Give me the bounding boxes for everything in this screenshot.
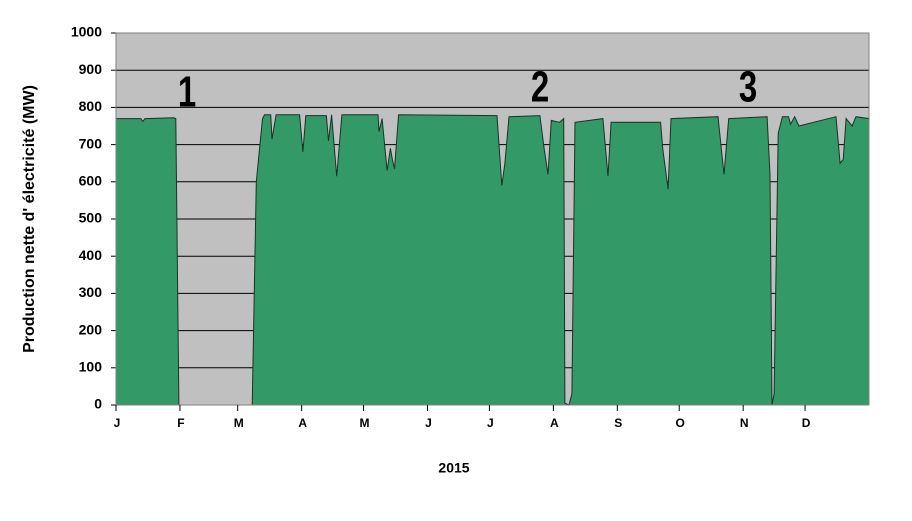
- y-tick-label: 200: [79, 321, 103, 337]
- y-tick-label: 1000: [71, 24, 102, 40]
- annotation: 1: [178, 68, 196, 117]
- x-tick-label: O: [676, 416, 685, 430]
- y-tick-label: 100: [79, 359, 103, 375]
- x-tick-label: F: [177, 416, 184, 430]
- x-tick-label: S: [614, 416, 622, 430]
- y-tick-label: 500: [79, 210, 103, 226]
- y-tick-label: 800: [79, 98, 103, 114]
- x-tick-label: A: [298, 416, 307, 430]
- area: [115, 114, 870, 406]
- y-tick-label: 900: [79, 61, 103, 77]
- y-tick-label: 300: [79, 284, 103, 300]
- annotation: 3: [739, 63, 757, 112]
- x-tick-label: A: [550, 416, 559, 430]
- annotation: 2: [531, 63, 549, 112]
- x-tick-label: M: [360, 416, 370, 430]
- y-tick-label: 600: [79, 173, 103, 189]
- x-tick-label: J: [114, 416, 121, 430]
- x-tick-label: D: [802, 416, 811, 430]
- y-axis-label: Production nette d' électricité (MW): [21, 85, 38, 353]
- y-tick-label: 400: [79, 247, 103, 263]
- x-tick-label: N: [740, 416, 749, 430]
- x-axis-label: 2015: [438, 460, 469, 476]
- x-tick-label: J: [487, 416, 494, 430]
- x-tick-label: J: [425, 416, 432, 430]
- x-tick-label: M: [234, 416, 244, 430]
- y-tick-label: 0: [94, 396, 102, 412]
- plot-border: [115, 32, 870, 406]
- y-tick-label: 700: [79, 135, 103, 151]
